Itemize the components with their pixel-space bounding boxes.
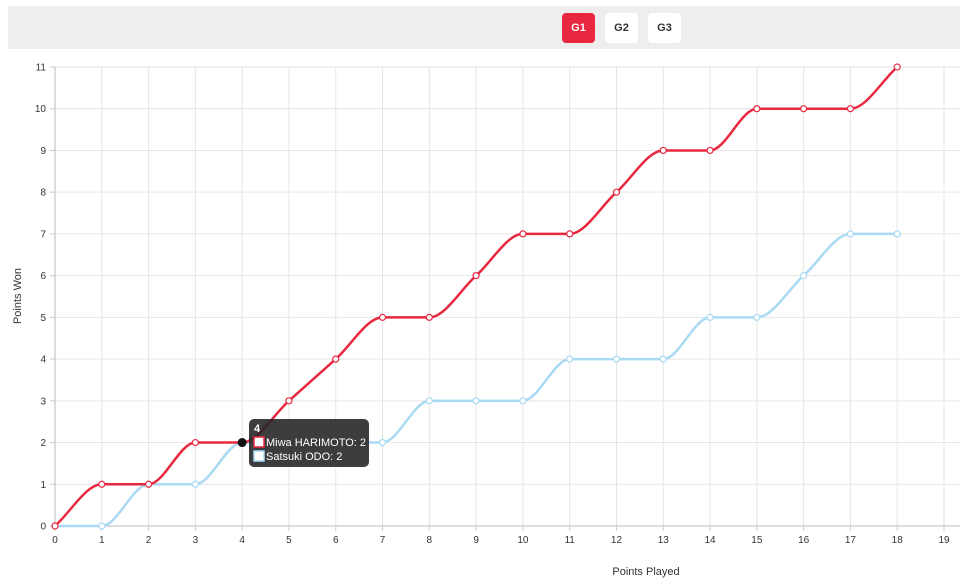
x-tick-label: 7 [380, 535, 386, 546]
tooltip: 4 Miwa HARIMOTO: 2 Satsuki ODO: 2 [249, 419, 369, 467]
x-tick-label: 1 [99, 535, 105, 546]
data-point [191, 480, 199, 488]
tab-g1[interactable]: G1 [562, 13, 595, 43]
data-point [846, 230, 855, 238]
y-tick-label: 8 [40, 188, 46, 199]
data-point [285, 397, 293, 405]
x-tick-label: 3 [193, 535, 199, 546]
data-point [378, 438, 387, 447]
x-tick-label: 18 [892, 535, 904, 546]
x-tick-label: 19 [938, 535, 950, 546]
data-point [659, 146, 667, 155]
x-tick-label: 4 [239, 535, 245, 546]
data-point [706, 146, 714, 155]
x-tick-label: 11 [564, 535, 575, 546]
x-tick-label: 0 [52, 535, 58, 546]
data-point [753, 313, 761, 321]
data-point [519, 230, 527, 238]
data-point [98, 480, 106, 488]
series-lines [51, 63, 901, 530]
x-axis-title: Points Played [612, 566, 679, 578]
data-point [378, 313, 387, 321]
data-point [893, 63, 901, 71]
data-point [519, 397, 527, 405]
data-point [753, 105, 761, 113]
axes [50, 66, 960, 531]
data-point [144, 480, 153, 488]
y-tick-labels: 0 1 2 3 4 5 6 7 8 9 10 11 [35, 63, 47, 533]
top-toolbar [8, 6, 960, 49]
tooltip-swatch-1 [253, 436, 265, 448]
x-tick-label: 2 [146, 535, 152, 546]
y-tick-label: 3 [40, 396, 46, 407]
y-tick-label: 9 [40, 146, 46, 157]
y-axis-title: Points Won [12, 268, 24, 324]
x-tick-label: 12 [611, 535, 623, 546]
data-point [472, 397, 480, 405]
data-point [566, 230, 574, 238]
grid-lines [54, 66, 960, 527]
x-tick-labels: 0 1 2 3 4 5 6 7 8 9 10 11 12 13 14 15 16 17 18 19 [52, 535, 950, 546]
x-tick-label: 6 [333, 535, 339, 546]
tooltip-line-1: Miwa HARIMOTO: 2 [266, 437, 366, 449]
x-tick-label: 5 [286, 535, 292, 546]
tooltip-box [249, 419, 369, 467]
data-point [612, 188, 621, 196]
data-point [893, 230, 901, 238]
y-tick-label: 6 [40, 271, 46, 282]
data-point [472, 272, 480, 280]
tooltip-swatch-2 [253, 450, 265, 462]
y-tick-label: 0 [40, 522, 46, 533]
x-tick-label: 9 [473, 535, 479, 546]
data-point [425, 397, 433, 405]
x-tick-label: 16 [798, 535, 810, 546]
data-point [566, 355, 574, 363]
data-point [846, 105, 855, 113]
y-tick-label: 7 [40, 229, 46, 240]
x-tick-label: 13 [658, 535, 670, 546]
tab-g2[interactable]: G2 [605, 13, 638, 43]
data-point [800, 272, 808, 280]
y-tick-label: 1 [40, 480, 46, 491]
hover-point [237, 438, 247, 448]
data-point [98, 522, 106, 530]
x-tick-label: 17 [845, 535, 857, 546]
data-point [612, 355, 621, 363]
data-point [706, 313, 714, 321]
x-tick-label: 8 [427, 535, 433, 546]
y-tick-label: 4 [40, 355, 46, 366]
data-point [191, 438, 199, 447]
data-point [332, 355, 340, 363]
game-tabs: G1 G2 G3 [562, 13, 681, 43]
tooltip-title: 4 [254, 423, 261, 435]
data-point [425, 313, 433, 321]
x-tick-label: 14 [704, 535, 716, 546]
tooltip-line-2: Satsuki ODO: 2 [266, 451, 342, 463]
y-tick-label: 5 [40, 313, 46, 324]
data-point [659, 355, 667, 363]
data-point [51, 522, 59, 530]
y-tick-label: 11 [36, 63, 47, 74]
y-tick-label: 2 [40, 438, 46, 449]
data-point [800, 105, 808, 113]
x-tick-label: 15 [751, 535, 763, 546]
y-tick-label: 10 [35, 104, 47, 115]
x-tick-label: 10 [517, 535, 529, 546]
tab-g3[interactable]: G3 [648, 13, 681, 43]
